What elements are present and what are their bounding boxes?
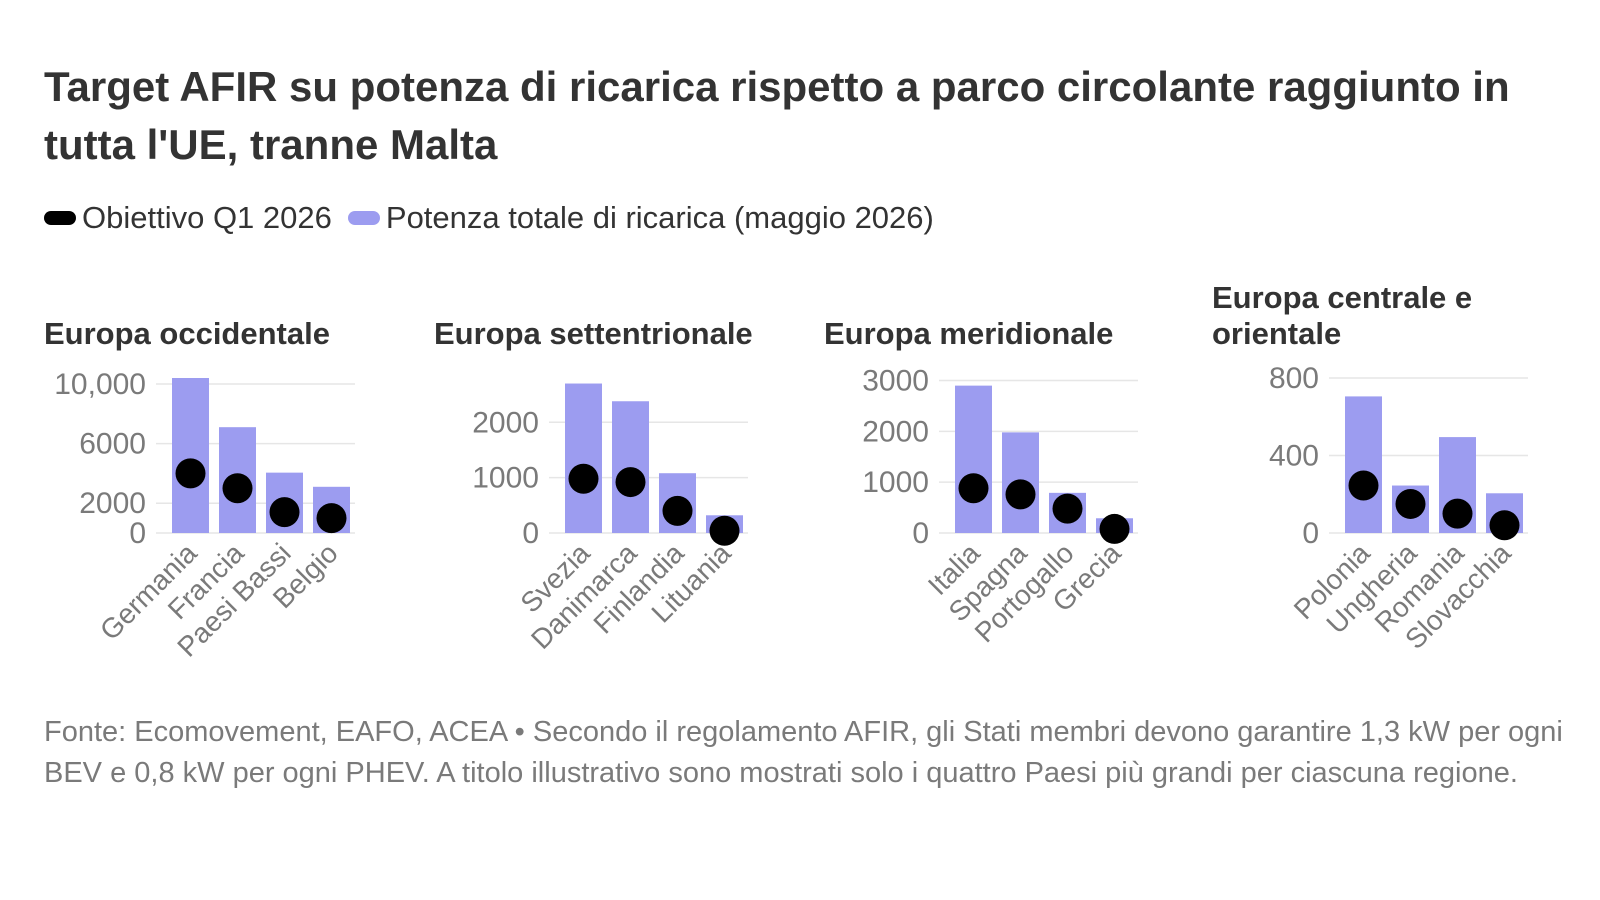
target-dot-spagna <box>1005 479 1036 510</box>
panel-title: Europa meridionale <box>824 316 1113 351</box>
y-tick-label: 6000 <box>79 428 146 461</box>
legend-label-target: Obiettivo Q1 2026 <box>82 200 332 235</box>
target-dot-portogallo <box>1052 493 1083 524</box>
y-tick-label: 1000 <box>472 462 539 495</box>
target-dot-danimarca <box>615 467 646 498</box>
source-note: Fonte: Ecomovement, EAFO, ACEA • Secondo… <box>44 716 1563 789</box>
target-dot-paesi-bassi <box>269 497 300 528</box>
target-dot-romania <box>1442 498 1473 529</box>
legend-label-power: Potenza totale di ricarica (maggio 2026) <box>385 200 934 235</box>
y-tick-label: 10,000 <box>54 368 146 401</box>
legend-item-power: Potenza totale di ricarica (maggio 2026) <box>347 200 934 236</box>
panel-title: Europa settentrionale <box>434 316 753 351</box>
legend-item-target: Obiettivo Q1 2026 <box>44 200 332 236</box>
panel-title: Europa centrale e orientale <box>1212 280 1472 351</box>
legend-swatch-target <box>44 211 76 225</box>
target-dot-belgio <box>316 503 347 534</box>
y-tick-label: 0 <box>522 517 539 550</box>
chart-title: Target AFIR su potenza di ricarica rispe… <box>44 63 1510 168</box>
y-tick-label: 800 <box>1269 362 1319 395</box>
bar-polonia <box>1345 396 1382 533</box>
target-dot-italia <box>958 473 989 504</box>
target-dot-francia <box>222 473 253 504</box>
y-tick-label: 2000 <box>79 487 146 520</box>
legend-swatch-power <box>347 211 380 225</box>
target-dot-slovacchia <box>1489 510 1520 541</box>
target-dot-lituania <box>709 515 740 546</box>
panel-title-line: orientale <box>1212 316 1341 351</box>
panel-title: Europa occidentale <box>44 316 330 351</box>
panel-title-line: Europa centrale e <box>1212 280 1472 315</box>
target-dot-ungheria <box>1395 488 1426 519</box>
y-tick-label: 0 <box>1302 517 1319 550</box>
target-dot-polonia <box>1348 470 1379 501</box>
y-tick-label: 3000 <box>862 365 929 398</box>
target-dot-finlandia <box>662 495 693 526</box>
y-tick-label: 2000 <box>472 406 539 439</box>
y-tick-label: 0 <box>912 517 929 550</box>
bar-svezia <box>565 383 602 533</box>
target-dot-grecia <box>1099 513 1130 544</box>
y-tick-label: 2000 <box>862 415 929 448</box>
target-dot-germania <box>175 458 206 489</box>
bar-germania <box>172 378 209 533</box>
y-tick-label: 1000 <box>862 466 929 499</box>
bar-italia <box>955 385 992 533</box>
y-tick-label: 400 <box>1269 440 1319 473</box>
target-dot-svezia <box>568 463 599 494</box>
legend: Obiettivo Q1 2026 Potenza totale di rica… <box>44 200 950 236</box>
y-tick-label: 0 <box>129 517 146 550</box>
